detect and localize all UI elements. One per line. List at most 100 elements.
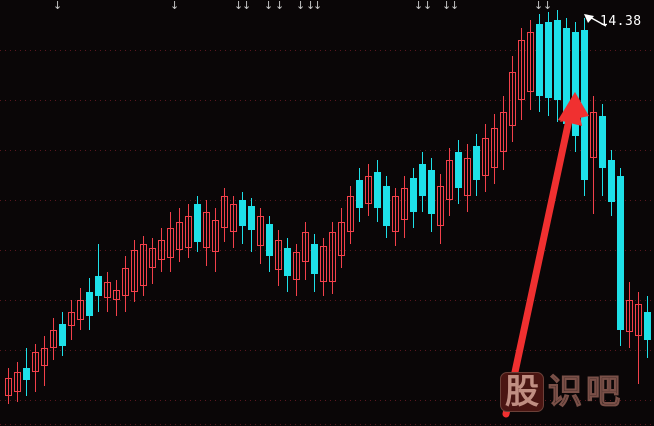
candle-body	[509, 72, 516, 126]
gridline	[0, 400, 654, 401]
candle-wick	[368, 164, 369, 216]
candle-wick	[503, 96, 504, 170]
candle-body	[392, 196, 399, 232]
candle-body	[95, 276, 102, 296]
down-arrow-marker-icon: ↓	[306, 0, 316, 12]
down-arrow-marker-icon: ↓	[296, 0, 306, 12]
candle-body	[167, 228, 174, 258]
candle-body	[212, 220, 219, 252]
candle-body	[365, 176, 372, 204]
candle-body	[185, 216, 192, 248]
candle-wick	[17, 362, 18, 402]
candle-body	[437, 186, 444, 226]
watermark-char-boxed: 股	[500, 372, 544, 412]
candle-body	[455, 152, 462, 188]
candle-body	[356, 180, 363, 208]
candle-wick	[8, 368, 9, 404]
candle-body	[491, 128, 498, 168]
candle-body	[329, 232, 336, 282]
candle-wick	[485, 124, 486, 192]
candle-body	[275, 240, 282, 270]
candle-wick	[53, 318, 54, 360]
candle-wick	[215, 208, 216, 272]
candle-wick	[134, 240, 135, 302]
candle-body	[104, 282, 111, 298]
candle-wick	[530, 20, 531, 110]
down-arrow-marker-icon: ↓	[313, 0, 323, 12]
candle-body	[401, 188, 408, 220]
candle-body	[536, 24, 543, 96]
candle-body	[374, 172, 381, 208]
candle-wick	[152, 238, 153, 284]
candle-wick	[629, 282, 630, 348]
candle-body	[248, 206, 255, 230]
down-arrow-marker-icon: ↓	[275, 0, 285, 12]
candle-body	[608, 160, 615, 202]
candle-wick	[494, 114, 495, 184]
down-arrow-marker-icon: ↓	[543, 0, 553, 12]
candle-body	[230, 204, 237, 232]
candle-body	[338, 222, 345, 256]
candle-wick	[449, 148, 450, 216]
candle-body	[518, 40, 525, 100]
candle-body	[527, 32, 534, 92]
candle-body	[113, 290, 120, 300]
gridline	[0, 424, 654, 425]
gridline	[0, 300, 654, 301]
gridline	[0, 150, 654, 151]
candle-body	[626, 300, 633, 332]
candle-body	[194, 204, 201, 242]
candle-wick	[305, 222, 306, 280]
candle-wick	[143, 236, 144, 296]
candle-body	[302, 232, 309, 262]
watermark-char-2: 识	[548, 372, 583, 412]
down-arrow-marker-icon: ↓	[534, 0, 544, 12]
candle-body	[122, 268, 129, 296]
candle-wick	[404, 176, 405, 238]
candle-body	[446, 160, 453, 200]
candle-body	[203, 212, 210, 248]
candle-body	[545, 22, 552, 98]
down-arrow-marker-icon: ↓	[414, 0, 424, 12]
candle-body	[176, 222, 183, 250]
candle-body	[554, 20, 561, 100]
candle-body	[140, 244, 147, 286]
candle-body	[149, 248, 156, 268]
candle-wick	[638, 292, 639, 384]
down-arrow-marker-icon: ↓	[450, 0, 460, 12]
candle-wick	[116, 280, 117, 316]
candle-wick	[296, 244, 297, 296]
candle-wick	[260, 208, 261, 264]
candle-wick	[80, 288, 81, 330]
candle-wick	[350, 186, 351, 244]
down-arrow-marker-icon: ↓	[242, 0, 252, 12]
candle-body	[572, 32, 579, 136]
price-label: 14.38	[600, 14, 642, 29]
down-arrow-marker-icon: ↓	[423, 0, 433, 12]
candle-wick	[206, 200, 207, 266]
candle-body	[428, 170, 435, 214]
candle-wick	[332, 222, 333, 294]
candle-body	[221, 196, 228, 228]
candle-body	[482, 138, 489, 176]
candle-wick	[125, 256, 126, 312]
candle-wick	[44, 336, 45, 386]
gridline	[0, 350, 654, 351]
candle-body	[635, 304, 642, 336]
down-arrow-marker-icon: ↓	[264, 0, 274, 12]
down-arrow-marker-icon: ↓	[442, 0, 452, 12]
watermark: 股 识 吧	[500, 372, 621, 412]
candle-body	[284, 248, 291, 276]
down-arrow-marker-icon: ↓	[170, 0, 180, 12]
candle-wick	[71, 300, 72, 340]
candle-wick	[593, 96, 594, 214]
candle-wick	[512, 56, 513, 142]
gridline	[0, 200, 654, 201]
candle-body	[23, 368, 30, 380]
candle-body	[41, 348, 48, 366]
candle-body	[599, 116, 606, 168]
candle-body	[32, 352, 39, 372]
candle-body	[311, 244, 318, 274]
